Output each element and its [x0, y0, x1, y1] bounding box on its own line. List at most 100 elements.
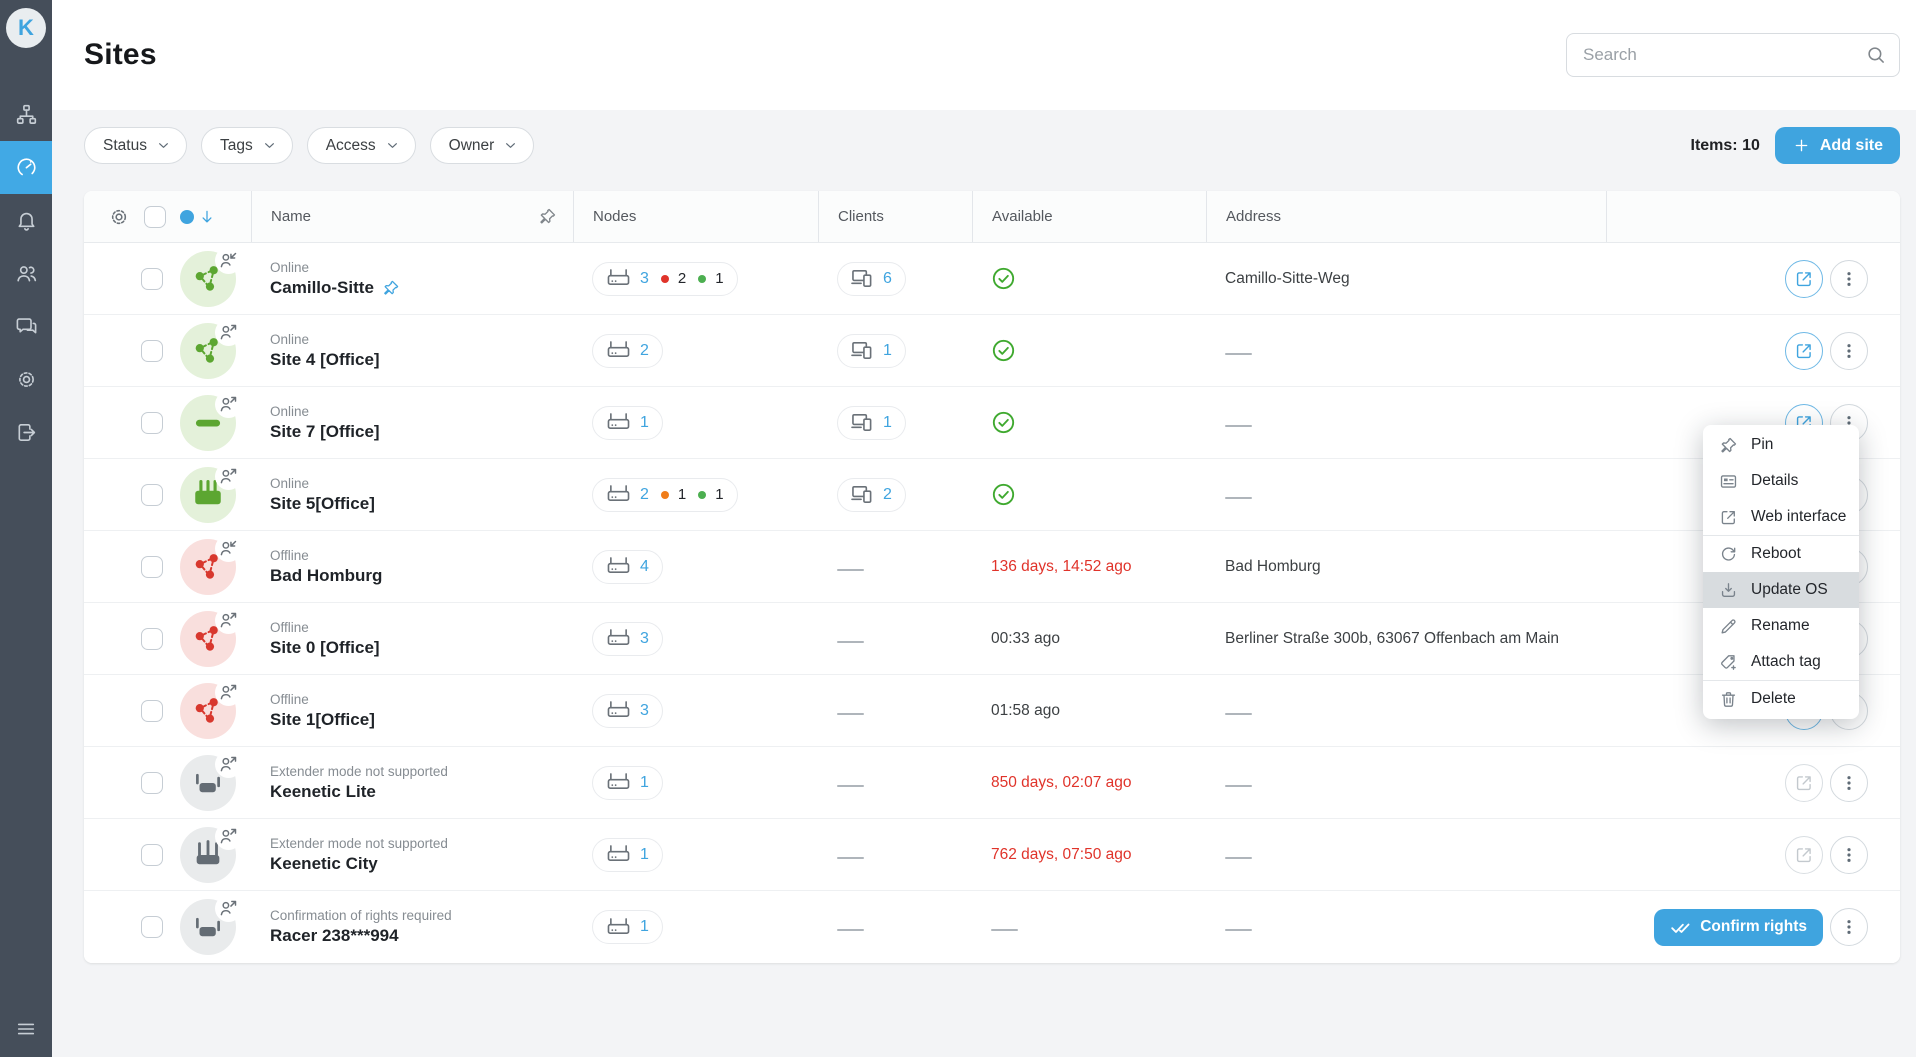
row-checkbox[interactable] [141, 267, 163, 290]
table-row[interactable]: Offline Site 1[Office] 3 01:58 ago [84, 675, 1900, 747]
clients-pill[interactable]: 1 [837, 333, 906, 368]
row-checkbox[interactable] [141, 627, 163, 650]
empty-dash [1225, 712, 1252, 715]
column-header-available[interactable]: Available [972, 191, 1206, 242]
confirm-rights-button[interactable]: Confirm rights [1654, 908, 1823, 946]
nodes-pill[interactable]: 1 [592, 837, 663, 872]
clients-pill[interactable]: 1 [837, 405, 906, 440]
web-interface-button[interactable] [1785, 331, 1823, 370]
clients-pill[interactable]: 6 [837, 261, 906, 296]
sidebar-item-logout[interactable] [0, 406, 52, 459]
clients-pill[interactable]: 2 [837, 477, 906, 512]
available-check-icon [991, 410, 1016, 435]
shared-out-person-icon [215, 390, 242, 418]
status-dot-icon [180, 209, 194, 224]
external-link-icon [1794, 773, 1814, 793]
filter-access[interactable]: Access [306, 127, 416, 164]
nodes-pill[interactable]: 2 [592, 333, 663, 368]
row-checkbox[interactable] [141, 555, 163, 578]
table-row[interactable]: Online Site 7 [Office] 1 1 [84, 387, 1900, 459]
row-menu-button[interactable] [1830, 763, 1868, 802]
row-menu-button[interactable] [1830, 835, 1868, 874]
sidebar-item-notifications[interactable] [0, 194, 52, 247]
site-name: Site 7 [Office] [270, 421, 380, 441]
main-area: Sites Status Tags Access Owner Items: 10… [52, 0, 1916, 1057]
row-checkbox[interactable] [141, 339, 163, 362]
shared-out-person-icon [215, 462, 242, 490]
table-row[interactable]: Extender mode not supported Keenetic Lit… [84, 747, 1900, 819]
column-header-clients[interactable]: Clients [818, 191, 972, 242]
client-devices-icon [851, 340, 874, 361]
filter-status[interactable]: Status [84, 127, 187, 164]
app-logo[interactable]: K [6, 8, 46, 48]
chevron-down-icon [261, 137, 278, 154]
sidebar-item-settings[interactable] [0, 353, 52, 406]
table-row[interactable]: Offline Site 0 [Office] 3 00:33 ago Berl… [84, 603, 1900, 675]
kebab-menu-icon [1839, 917, 1859, 937]
client-devices-icon [851, 484, 874, 505]
menu-item-rename[interactable]: Rename [1703, 608, 1859, 644]
table-row[interactable]: Offline Bad Homburg 4 136 days, 14:52 ag… [84, 531, 1900, 603]
router-icon [606, 268, 631, 289]
nodes-pill[interactable]: 1 [592, 765, 663, 800]
filter-tags[interactable]: Tags [200, 127, 293, 164]
filter-owner[interactable]: Owner [429, 127, 535, 164]
add-site-button[interactable]: Add site [1774, 127, 1900, 164]
menu-item-delete[interactable]: Delete [1703, 681, 1859, 717]
table-row[interactable]: Online Site 4 [Office] 2 1 [84, 315, 1900, 387]
pinned-icon[interactable] [382, 279, 400, 297]
menu-divider [1703, 535, 1859, 536]
nodes-pill[interactable]: 1 [592, 910, 663, 944]
collapse-menu-icon[interactable] [0, 1009, 52, 1049]
nodes-pill[interactable]: 3 [592, 693, 663, 728]
nodes-pill[interactable]: 4 [592, 549, 663, 584]
search-input[interactable] [1566, 33, 1900, 77]
select-all-checkbox[interactable] [144, 205, 166, 228]
sidebar-item-users[interactable] [0, 247, 52, 300]
row-checkbox[interactable] [141, 411, 163, 434]
row-menu-button[interactable] [1830, 331, 1868, 370]
web-interface-button[interactable] [1785, 259, 1823, 298]
row-checkbox[interactable] [141, 843, 163, 866]
row-menu-button[interactable] [1830, 908, 1868, 946]
sidebar-item-sites[interactable] [0, 88, 52, 141]
plus-icon [1792, 136, 1811, 155]
menu-item-web-interface[interactable]: Web interface [1703, 499, 1859, 535]
site-address: Camillo-Sitte-Weg [1225, 269, 1350, 287]
sidebar-item-dashboard[interactable] [0, 141, 52, 194]
content: Status Tags Access Owner Items: 10 Add s… [52, 110, 1916, 1057]
empty-dash [837, 929, 864, 931]
toolbar: Status Tags Access Owner Items: 10 Add s… [84, 127, 1900, 164]
menu-item-pin[interactable]: Pin [1703, 427, 1859, 463]
row-checkbox[interactable] [141, 916, 163, 938]
site-name: Keenetic Lite [270, 781, 376, 801]
nodes-pill[interactable]: 1 [592, 405, 663, 440]
external-link-icon [1794, 341, 1814, 361]
search-icon[interactable] [1865, 44, 1887, 66]
menu-item-attach-tag[interactable]: Attach tag [1703, 644, 1859, 680]
row-checkbox[interactable] [141, 699, 163, 722]
column-header-name[interactable]: Name [251, 191, 573, 242]
row-menu-button[interactable] [1830, 259, 1868, 298]
empty-dash [837, 784, 864, 787]
site-name: Site 4 [Office] [270, 349, 380, 369]
row-checkbox[interactable] [141, 483, 163, 506]
table-row[interactable]: Confirmation of rights required Racer 23… [84, 891, 1900, 963]
sidebar-item-chat[interactable] [0, 300, 52, 353]
row-checkbox[interactable] [141, 771, 163, 794]
nodes-pill[interactable]: 3 [592, 621, 663, 656]
pin-column-icon[interactable] [538, 207, 557, 226]
column-header-address[interactable]: Address [1206, 191, 1606, 242]
column-header-nodes[interactable]: Nodes [573, 191, 818, 242]
available-check-icon [991, 266, 1016, 291]
table-row[interactable]: Extender mode not supported Keenetic Cit… [84, 819, 1900, 891]
menu-item-update-os[interactable]: Update OS [1703, 572, 1859, 608]
table-settings-gear-icon[interactable] [108, 206, 130, 228]
status-sort-indicator[interactable] [180, 208, 216, 226]
menu-item-reboot[interactable]: Reboot [1703, 536, 1859, 572]
menu-item-details[interactable]: Details [1703, 463, 1859, 499]
